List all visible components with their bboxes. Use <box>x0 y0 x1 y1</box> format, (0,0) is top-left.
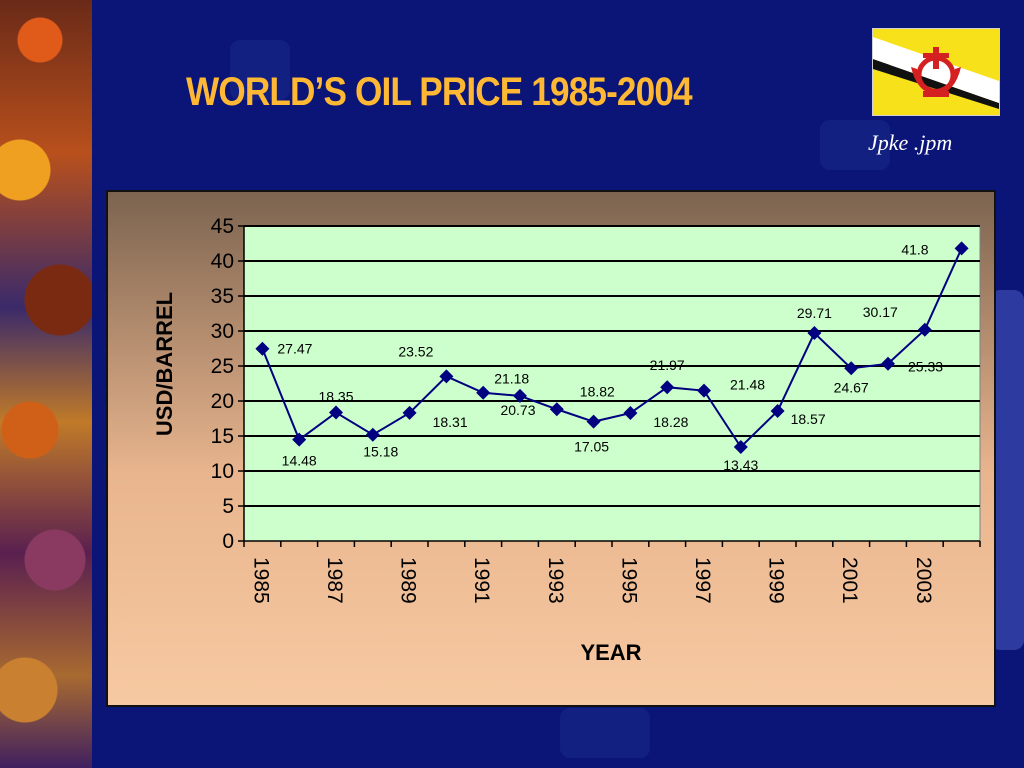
background-gear-shape <box>230 40 290 100</box>
author-label: Jpke .jpm <box>868 130 953 155</box>
y-tick-label: 25 <box>211 355 234 378</box>
x-tick-label: 1985 <box>249 557 272 604</box>
data-point-marker <box>917 322 932 337</box>
data-label: 13.43 <box>723 457 758 473</box>
data-point-marker <box>476 385 491 400</box>
y-tick-label: 0 <box>222 530 234 553</box>
data-label: 21.97 <box>650 357 685 373</box>
data-point-marker <box>844 361 859 376</box>
data-label: 21.48 <box>730 377 765 393</box>
y-axis-title: USD/BARREL <box>152 292 177 436</box>
data-point-marker <box>770 404 785 419</box>
data-label: 14.48 <box>282 453 317 469</box>
x-tick-label: 1989 <box>397 557 420 604</box>
y-tick-label: 5 <box>222 495 234 518</box>
data-label: 41.8 <box>901 241 928 257</box>
y-tick-label: 20 <box>211 390 234 413</box>
data-label: 25.33 <box>908 359 943 375</box>
data-point-marker <box>697 383 711 398</box>
x-tick-label: 1993 <box>544 557 567 604</box>
data-point-marker <box>807 326 822 341</box>
flag-graphic <box>873 29 999 115</box>
data-label: 18.31 <box>433 414 468 430</box>
x-axis-title: YEAR <box>580 640 641 665</box>
data-point-marker <box>660 380 675 395</box>
data-point-marker <box>623 406 638 421</box>
chart-panel: 0 5 10 15 20 25 30 35 40 45 1985 1987 1989 1991 1993 19… <box>106 190 996 707</box>
data-point-marker <box>329 405 343 420</box>
data-point-marker <box>586 414 601 429</box>
x-tick-label: 1997 <box>691 557 714 604</box>
data-label: 24.67 <box>834 379 869 395</box>
y-tick-label: 30 <box>211 320 234 343</box>
y-tick-label: 15 <box>211 425 234 448</box>
series-line <box>261 247 963 449</box>
data-point-marker <box>733 439 748 454</box>
x-tick-label: 2003 <box>912 557 935 604</box>
background-gear-shape <box>560 708 650 758</box>
data-label: 20.73 <box>500 402 535 418</box>
y-tick-label: 10 <box>211 460 234 483</box>
data-label: 18.35 <box>318 389 353 405</box>
data-label: 18.82 <box>580 383 615 399</box>
y-tick-label: 40 <box>211 250 234 273</box>
data-label: 23.52 <box>398 343 433 359</box>
data-point-marker <box>402 405 417 420</box>
data-label: 30.17 <box>863 304 898 320</box>
x-tick-label: 1991 <box>470 557 493 604</box>
x-tick-label: 1999 <box>765 557 788 604</box>
data-point-marker <box>292 432 307 447</box>
x-tick-label: 1987 <box>323 557 346 604</box>
data-point-marker <box>881 356 895 371</box>
data-label: 18.57 <box>791 411 826 427</box>
brunei-flag-icon <box>872 28 1000 116</box>
x-tick-label: 2001 <box>838 557 861 604</box>
x-tick-label: 1995 <box>617 557 640 604</box>
data-point-marker <box>365 427 380 442</box>
data-point-marker <box>954 241 969 256</box>
data-point-marker <box>439 369 454 384</box>
data-label: 21.18 <box>494 371 529 387</box>
data-label: 29.71 <box>797 305 832 321</box>
data-label: 18.28 <box>653 414 688 430</box>
data-point-marker <box>549 402 564 417</box>
data-label: 27.47 <box>277 341 312 357</box>
slide-title: WORLD’S OIL PRICE 1985-2004 <box>186 70 693 114</box>
data-label: 17.05 <box>574 439 609 455</box>
oil-price-line-chart: 0 5 10 15 20 25 30 35 40 45 1985 1987 1989 1991 1993 19… <box>152 215 981 665</box>
y-tick-label: 45 <box>211 215 234 238</box>
y-tick-label: 35 <box>211 285 234 308</box>
decorative-gear-strip <box>0 0 92 768</box>
plot-area <box>243 225 981 542</box>
data-label: 15.18 <box>363 444 398 460</box>
data-point-marker <box>513 388 527 403</box>
data-point-marker <box>255 341 270 356</box>
background-gear-shape <box>820 120 890 170</box>
